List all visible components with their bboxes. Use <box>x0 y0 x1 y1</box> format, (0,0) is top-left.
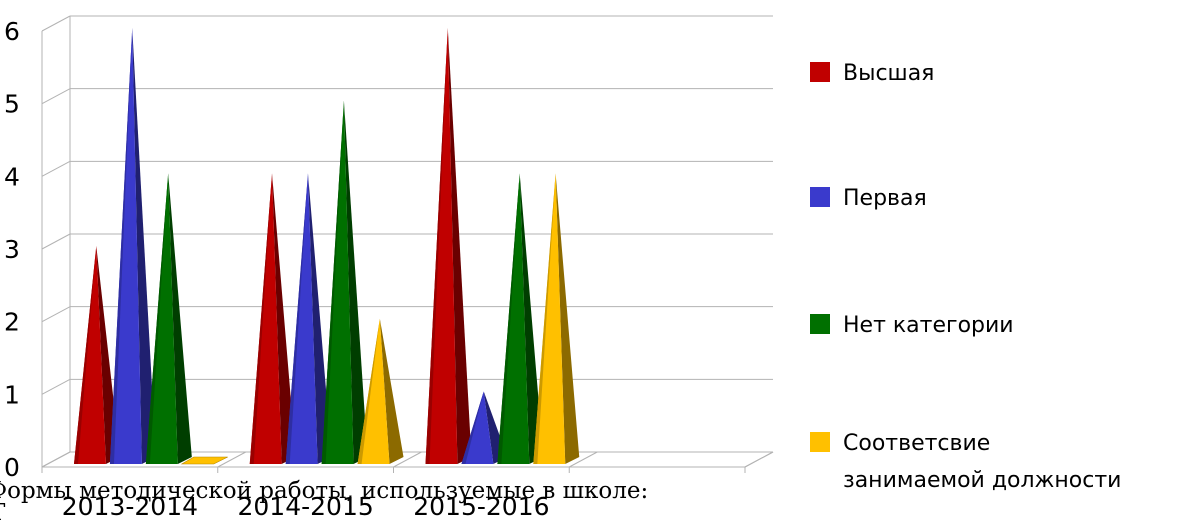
y-tick-labels: 0 1 2 3 4 5 6 <box>4 17 20 482</box>
legend-label: Соответсвие занимаемой должности <box>843 431 1121 493</box>
pyramid-side-face <box>379 318 404 464</box>
y-tick-label: 5 <box>4 90 20 119</box>
grid-line-depth <box>41 306 71 323</box>
legend-label: Нет категории <box>843 313 1014 338</box>
pyramid-bar <box>180 456 228 465</box>
bars <box>74 28 580 465</box>
pyramid-edge <box>321 100 344 465</box>
pyramid-bar <box>285 173 332 465</box>
x-tick-label: 2013-2014 <box>62 492 198 518</box>
y-tick-label: 6 <box>4 17 20 46</box>
legend: Высшая Первая Нет категории Соответсвие зани… <box>810 61 1121 493</box>
pyramid-bar <box>321 100 368 465</box>
pyramid-edge <box>285 173 308 465</box>
pyramid-bar <box>109 28 156 464</box>
category-divider <box>569 451 598 468</box>
pyramid-edge <box>145 173 169 465</box>
pyramid-side-face <box>447 28 472 464</box>
legend-swatch <box>810 62 830 82</box>
category-divider <box>41 451 71 468</box>
legend-item: Нет категории <box>810 313 1014 338</box>
grid-line-depth <box>41 88 71 105</box>
pyramid-edge <box>74 246 97 464</box>
grid-line-depth <box>41 378 71 395</box>
pyramid-edge <box>357 318 380 464</box>
grid-line-depth <box>41 160 71 177</box>
pyramid-edge <box>249 173 273 465</box>
grid-line-depth <box>41 233 71 250</box>
pyramid-bar <box>425 28 472 464</box>
pyramid-side-face <box>519 173 544 465</box>
pyramid-edge <box>109 28 133 464</box>
legend-label: Высшая <box>843 61 934 86</box>
pyramid-base <box>180 456 228 465</box>
legend-label: Первая <box>843 186 927 211</box>
pyramid-edge <box>461 391 484 464</box>
grid-lines <box>41 15 773 468</box>
x-tick-labels: 2013-2014 2014-2015 2015-2016 <box>62 492 550 518</box>
x-tick-label: 2014-2015 <box>237 492 373 518</box>
overlay-text-line2: Т <box>0 500 5 526</box>
pyramid-edge <box>425 28 448 464</box>
y-tick-label: 3 <box>4 235 20 264</box>
legend-label-line: Высшая <box>843 61 934 86</box>
pyramid-side-face <box>343 100 368 465</box>
x-tick-label: 2015-2016 <box>413 492 549 518</box>
pyramid-bar <box>145 173 192 465</box>
legend-swatch <box>810 314 830 334</box>
legend-label-line: Соответсвие <box>843 431 990 456</box>
pyramid-side-face <box>168 173 192 465</box>
pyramid-edge <box>497 173 520 465</box>
category-divider <box>744 451 774 468</box>
pyramid-side-face <box>272 173 296 465</box>
overlay-text-line1: Формы методической работы, используемые … <box>0 478 649 504</box>
pyramid-side-face <box>307 173 332 465</box>
pyramid-edge <box>533 173 556 465</box>
grid-line-depth <box>41 15 71 32</box>
y-tick-label: 4 <box>4 162 20 191</box>
pyramid-bar <box>533 173 580 465</box>
legend-item: Высшая <box>810 61 934 86</box>
legend-label-line: Нет категории <box>843 313 1014 338</box>
pyramid-bar <box>357 318 404 464</box>
pyramid-bar <box>497 173 544 465</box>
pyramid-bar <box>249 173 296 465</box>
y-tick-label: 1 <box>4 380 20 409</box>
legend-label-line: занимаемой должности <box>843 468 1121 493</box>
legend-item: Первая <box>810 186 927 211</box>
legend-swatch <box>810 187 830 207</box>
y-tick-label: 0 <box>4 453 20 482</box>
legend-swatch <box>810 432 830 452</box>
axes <box>41 16 774 473</box>
legend-item: Соответсвие занимаемой должности <box>810 431 1121 493</box>
category-divider <box>217 451 246 468</box>
pyramid-side-face <box>132 28 156 464</box>
category-divider <box>393 451 422 468</box>
pyramid-side-face <box>555 173 580 465</box>
y-tick-label: 2 <box>4 308 20 337</box>
legend-label-line: Первая <box>843 186 927 211</box>
